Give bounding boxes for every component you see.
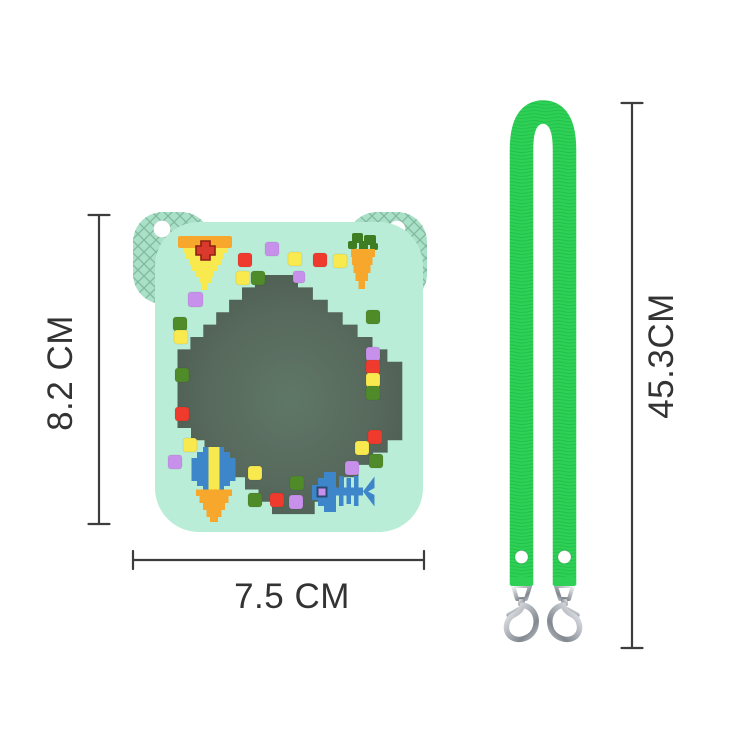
pixel-square xyxy=(287,251,303,267)
pixel-square xyxy=(365,346,381,362)
silicone-case xyxy=(133,212,427,532)
fish-bone-icon xyxy=(312,472,375,512)
pixel-square xyxy=(247,465,263,481)
pixel-square xyxy=(365,372,381,388)
cross-icon xyxy=(195,240,216,261)
lanyard-length-label: 45.3CM xyxy=(642,293,681,419)
pixel-square xyxy=(264,241,280,257)
lobster-clasp-right xyxy=(547,577,583,643)
pixel-square xyxy=(247,492,263,508)
pixel-square xyxy=(235,270,251,286)
ice-cream-cone-icon xyxy=(178,236,232,290)
pixel-square xyxy=(187,291,204,308)
pixel-square xyxy=(368,453,384,469)
pixel-square xyxy=(237,252,253,268)
pixel-square xyxy=(367,429,383,445)
pixel-square xyxy=(288,494,304,510)
rivet-left xyxy=(514,550,529,564)
pixel-square xyxy=(354,440,370,456)
pixel-square xyxy=(182,437,198,453)
pixel-squares xyxy=(167,241,384,510)
pixel-square xyxy=(332,253,348,269)
fish-eye xyxy=(316,486,328,498)
height-dimension-line xyxy=(87,213,111,526)
pixel-square xyxy=(173,329,189,345)
rivet-right xyxy=(557,550,572,564)
pixel-square xyxy=(289,475,305,491)
width-dimension-line xyxy=(131,549,426,571)
pixel-square xyxy=(250,270,266,286)
ice-cream-scoop-icon xyxy=(191,447,236,522)
pixel-square xyxy=(172,316,188,332)
case-width-label: 7.5 CM xyxy=(234,577,350,616)
pixel-square xyxy=(174,406,190,422)
lanyard-dimension-line xyxy=(620,101,644,650)
pixel-square xyxy=(174,367,190,383)
pixel-square xyxy=(312,252,328,268)
lanyard-strap xyxy=(503,100,583,643)
pixel-square xyxy=(167,454,183,470)
case-height-label: 8.2 CM xyxy=(41,315,80,431)
ear-hole xyxy=(153,220,171,238)
pixel-square xyxy=(344,460,360,476)
lobster-clasp-left xyxy=(503,577,539,643)
pixel-square xyxy=(292,270,306,284)
carrot-icon xyxy=(348,233,378,289)
pixel-square xyxy=(269,492,285,508)
pixel-square xyxy=(365,385,381,401)
pixel-square xyxy=(365,359,381,375)
screen-window xyxy=(177,275,403,515)
pixel-square xyxy=(365,309,381,325)
